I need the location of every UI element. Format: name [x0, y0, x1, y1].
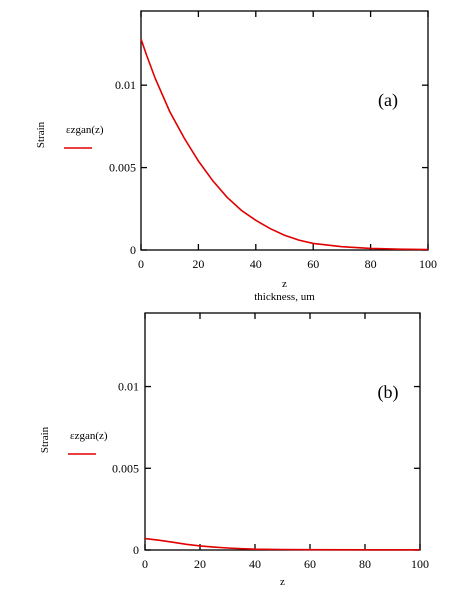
- panel-a-x-axis-label: z: [282, 278, 287, 290]
- panel-b-y-tick-label: 0: [133, 543, 139, 557]
- panel-b-x-axis-label: z: [280, 576, 285, 588]
- panel-b-x-tick-label: 20: [194, 557, 206, 571]
- panel-a-x-tick-label: 80: [365, 257, 377, 271]
- panel-a-x-tick-label: 60: [307, 257, 319, 271]
- panel-b-x-tick-label: 40: [249, 557, 261, 571]
- panel-a-panel-label: (a): [378, 90, 398, 111]
- panel-a-x-tick-label: 100: [419, 257, 437, 271]
- panel-a-y-tick-label: 0.01: [115, 78, 136, 92]
- panel-a-x-tick-label: 20: [192, 257, 204, 271]
- panel-b-x-tick-label: 100: [411, 557, 429, 571]
- panel-a-plot-frame: [140, 10, 429, 251]
- panel-a-y-axis-label: Strain: [35, 121, 47, 148]
- panel-b-y-tick-label: 0.005: [112, 461, 139, 475]
- panel-a-legend-label: εzgan(z): [66, 124, 104, 136]
- panel-b-x-tick-label: 0: [142, 557, 148, 571]
- panel-a-y-tick-label: 0.005: [109, 161, 136, 175]
- panel-b-x-tick-label: 60: [304, 557, 316, 571]
- panel-a-x-tick-label: 0: [138, 257, 144, 271]
- panel-a-y-tick-label: 0: [130, 243, 136, 257]
- panel-b-y-tick-label: 0.01: [118, 380, 139, 394]
- panel-a-x-tick-label: 40: [250, 257, 262, 271]
- panel-b-panel-label: (b): [378, 382, 399, 403]
- panel-a-series-line: [140, 38, 429, 251]
- panel-b-x-tick-label: 80: [359, 557, 371, 571]
- panel-b-y-axis-label: Strain: [39, 426, 51, 453]
- panel-a-x-axis-label-2: thickness, um: [254, 291, 315, 303]
- panel-b-series-line: [144, 537, 420, 551]
- panel-b-legend-label: εzgan(z): [70, 430, 108, 442]
- panel-b-plot-frame: [144, 312, 421, 551]
